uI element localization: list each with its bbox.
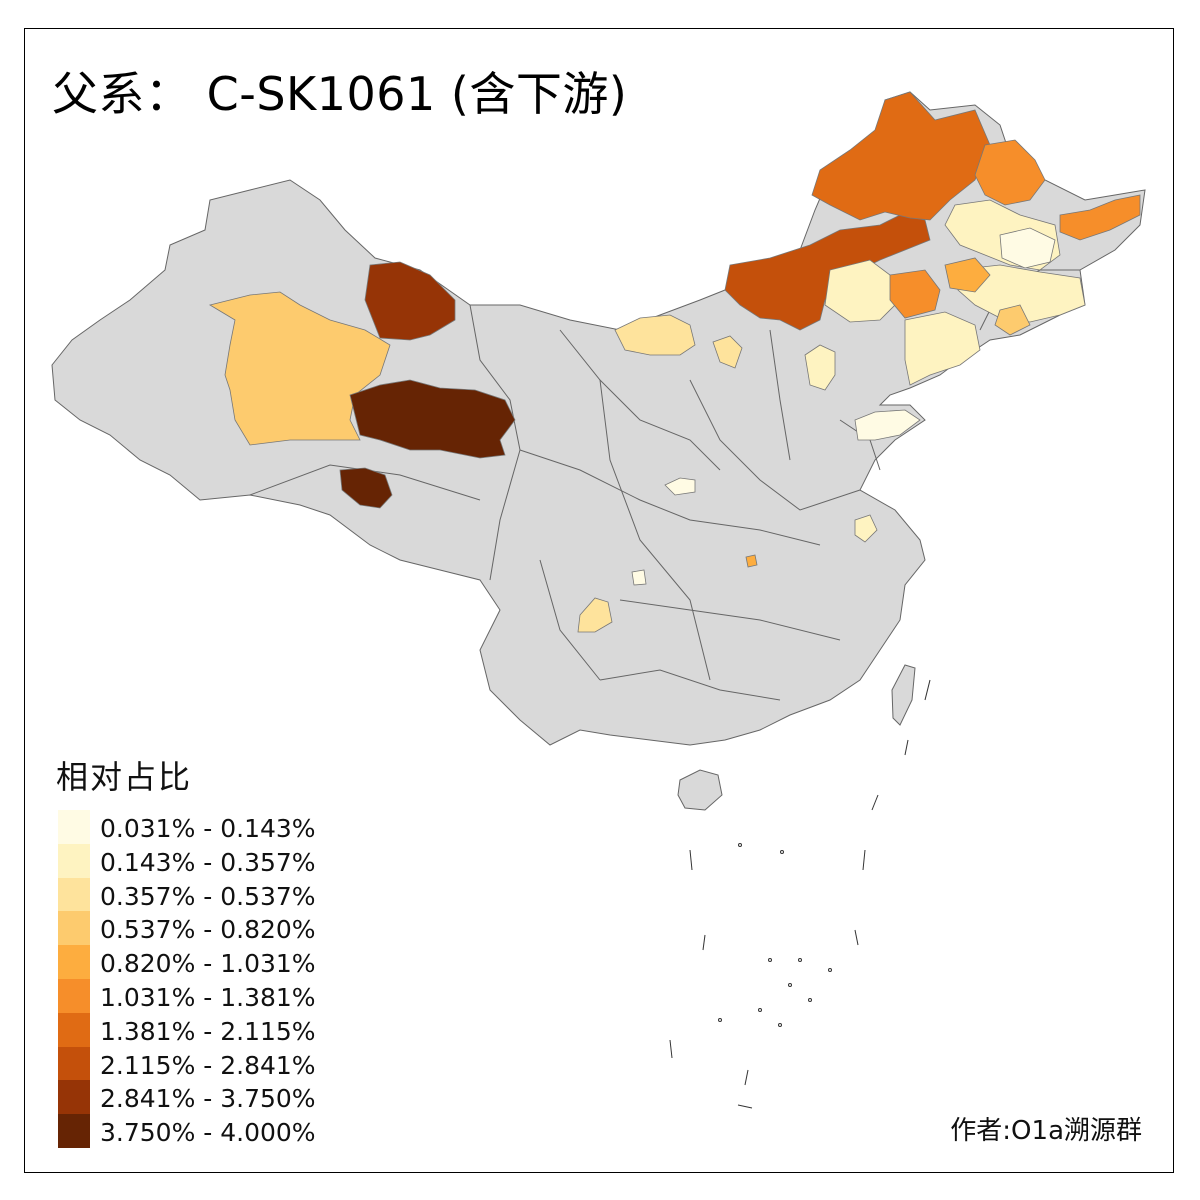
region-jiangsu	[854, 514, 878, 543]
legend-label: 2.115% - 2.841%	[100, 1050, 316, 1080]
legend-label: 1.031% - 1.381%	[100, 982, 316, 1012]
china-base-landmass	[51, 91, 1146, 746]
legend-item: 2.841% - 3.750%	[56, 1080, 316, 1115]
legend-swatch	[58, 810, 90, 844]
region-jilin	[954, 264, 1086, 323]
region-harbin	[999, 227, 1056, 269]
legend-label: 0.031% - 0.143%	[100, 814, 316, 843]
legend-label: 2.841% - 3.750%	[100, 1084, 316, 1114]
legend-item: 0.357% - 0.537%	[56, 877, 316, 912]
region-liaoning-orange	[889, 269, 941, 319]
legend-item: 2.115% - 2.841%	[56, 1046, 316, 1081]
colored-regions	[208, 91, 1141, 633]
region-jilin-orange	[944, 257, 991, 293]
region-hulunbuir	[811, 91, 991, 221]
region-heilongjiang-north	[974, 139, 1046, 206]
legend: 相对占比 0.031% - 0.143% 0.143% - 0.357% 0.357…	[56, 752, 316, 1148]
region-shandong	[854, 409, 921, 441]
legend-item: 0.143% - 0.357%	[56, 843, 316, 878]
legend-item: 1.381% - 2.115%	[56, 1012, 316, 1047]
region-south-xinjiang	[339, 467, 393, 509]
region-liaoning-east	[994, 304, 1031, 336]
legend-swatch	[58, 945, 90, 979]
legend-item: 3.750% - 4.000%	[56, 1114, 316, 1148]
legend-swatch	[58, 1080, 90, 1115]
region-hubei-dot	[745, 554, 758, 568]
south-china-sea-islands	[669, 679, 931, 1109]
legend-title: 相对占比	[56, 758, 193, 796]
legend-swatch	[58, 1012, 90, 1047]
legend-swatch	[58, 1114, 90, 1148]
region-northwest-xinjiang	[208, 291, 391, 446]
taiwan-island	[891, 664, 916, 726]
author-credit: 作者:O1a溯源群	[950, 1116, 1142, 1146]
legend-label: 0.820% - 1.031%	[100, 949, 316, 979]
region-liaoning-south	[904, 311, 981, 386]
region-inner-mongolia-west	[614, 314, 696, 356]
legend-label: 0.143% - 0.357%	[100, 847, 316, 877]
legend-item: 1.031% - 1.381%	[56, 978, 316, 1013]
legend-swatch	[58, 843, 90, 878]
region-inner-mongolia-small	[712, 335, 743, 369]
legend-swatch	[58, 911, 90, 946]
legend-item: 0.031% - 0.143%	[56, 810, 316, 844]
region-sichuan-south	[577, 597, 613, 633]
legend-label: 1.381% - 2.115%	[100, 1016, 316, 1046]
legend-swatch	[58, 877, 90, 912]
region-central-xinjiang	[349, 379, 516, 459]
hainan-island	[677, 769, 723, 811]
legend-item: 0.537% - 0.820%	[56, 911, 316, 946]
legend-label: 0.357% - 0.537%	[100, 881, 316, 911]
legend-label: 0.537% - 0.820%	[100, 915, 316, 945]
region-heilongjiang-east	[1059, 194, 1141, 241]
legend-label: 3.750% - 4.000%	[100, 1118, 316, 1148]
legend-rows: 0.031% - 0.143% 0.143% - 0.357% 0.357% - 0…	[56, 810, 316, 1148]
legend-swatch	[58, 978, 90, 1013]
legend-swatch	[58, 1046, 90, 1081]
map-title: 父系： C-SK1061 (含下游)	[52, 67, 628, 121]
region-liaoning-west	[824, 259, 901, 323]
region-north-xinjiang	[364, 261, 456, 341]
region-henan	[664, 477, 696, 496]
legend-item: 0.820% - 1.031%	[56, 945, 316, 979]
region-sichuan-small	[631, 569, 647, 586]
region-beijing-area	[804, 344, 836, 391]
